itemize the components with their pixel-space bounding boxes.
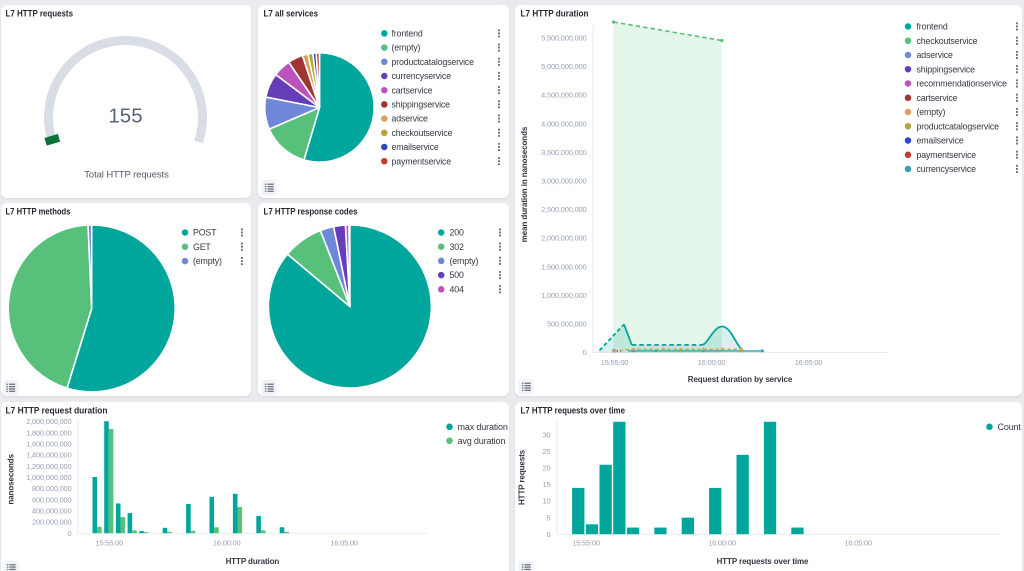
svg-text:Count: Count [997,421,1021,431]
svg-text:paymentservice: paymentservice [916,150,976,160]
svg-text:currencyservice: currencyservice [391,71,451,81]
svg-text:30: 30 [542,430,550,439]
svg-text:200,000,000: 200,000,000 [32,517,72,526]
svg-text:Request duration by service: Request duration by service [687,375,792,384]
svg-text:recommendationservice: recommendationservice [916,79,1006,89]
svg-text:HTTP duration: HTTP duration [226,557,280,566]
svg-text:200: 200 [449,227,463,237]
svg-text:POST: POST [193,227,217,237]
svg-text:600,000,000: 600,000,000 [32,495,72,504]
svg-text:2,500,000,000: 2,500,000,000 [541,205,586,214]
svg-text:16:00:00: 16:00:00 [697,358,725,367]
svg-text:155: 155 [108,105,142,128]
svg-text:nanoseconds: nanoseconds [6,453,15,504]
svg-text:adservice: adservice [916,50,953,60]
svg-text:1,500,000,000: 1,500,000,000 [541,262,586,271]
svg-text:(empty): (empty) [916,107,945,117]
svg-text:cartservice: cartservice [916,93,957,103]
svg-text:16:05:00: 16:05:00 [844,538,872,547]
svg-text:1,600,000,000: 1,600,000,000 [26,439,71,448]
svg-text:16:05:00: 16:05:00 [330,538,358,547]
svg-text:2,000,000,000: 2,000,000,000 [541,234,586,243]
svg-text:GET: GET [193,241,211,251]
svg-text:productcatalogservice: productcatalogservice [391,57,474,67]
svg-text:emailservice: emailservice [916,136,963,146]
svg-text:1,000,000,000: 1,000,000,000 [541,291,586,300]
svg-text:productcatalogservice: productcatalogservice [916,121,999,131]
svg-text:1,800,000,000: 1,800,000,000 [26,428,71,437]
svg-text:16:05:00: 16:05:00 [794,358,822,367]
svg-text:checkoutservice: checkoutservice [916,36,977,46]
svg-text:L7 HTTP methods: L7 HTTP methods [6,206,71,217]
svg-text:shippingservice: shippingservice [391,100,450,110]
svg-text:5,500,000,000: 5,500,000,000 [541,34,586,43]
svg-text:2,000,000,000: 2,000,000,000 [26,417,71,426]
svg-text:shippingservice: shippingservice [916,64,975,74]
svg-text:0: 0 [582,348,586,357]
svg-text:800,000,000: 800,000,000 [32,484,72,493]
svg-text:400,000,000: 400,000,000 [32,506,72,515]
svg-text:Total HTTP requests: Total HTTP requests [84,170,169,181]
svg-text:L7 HTTP response codes: L7 HTTP response codes [263,206,357,217]
svg-text:10: 10 [542,496,550,505]
svg-text:emailservice: emailservice [391,142,438,152]
svg-text:L7 HTTP request duration: L7 HTTP request duration [6,405,108,416]
svg-text:0: 0 [68,528,72,537]
svg-text:5: 5 [546,513,550,522]
svg-text:avg duration: avg duration [458,435,506,445]
svg-text:(empty): (empty) [449,256,478,266]
svg-text:mean duration in nanoseconds: mean duration in nanoseconds [520,126,529,242]
svg-text:15: 15 [542,480,550,489]
svg-text:15:55:00: 15:55:00 [572,538,600,547]
svg-text:0: 0 [546,529,550,538]
svg-text:HTTP requests over time: HTTP requests over time [716,557,808,566]
svg-text:4,000,000,000: 4,000,000,000 [541,119,586,128]
svg-text:L7 HTTP requests: L7 HTTP requests [6,8,74,19]
svg-text:15:55:00: 15:55:00 [600,358,628,367]
svg-text:15:55:00: 15:55:00 [95,538,123,547]
svg-text:currencyservice: currencyservice [916,164,976,174]
svg-text:L7 HTTP duration: L7 HTTP duration [520,8,588,19]
svg-text:L7 HTTP requests over time: L7 HTTP requests over time [520,405,625,416]
svg-text:500: 500 [449,270,463,280]
svg-text:5,000,000,000: 5,000,000,000 [541,62,586,71]
svg-text:paymentservice: paymentservice [391,156,451,166]
svg-text:(empty): (empty) [391,43,420,53]
svg-text:cartservice: cartservice [391,85,432,95]
svg-text:302: 302 [449,241,463,251]
svg-text:4,500,000,000: 4,500,000,000 [541,91,586,100]
svg-text:1,000,000,000: 1,000,000,000 [26,472,71,481]
svg-text:25: 25 [542,447,550,456]
svg-text:3,000,000,000: 3,000,000,000 [541,177,586,186]
svg-text:1,200,000,000: 1,200,000,000 [26,461,71,470]
svg-text:frontend: frontend [391,29,422,39]
svg-text:checkoutservice: checkoutservice [391,128,452,138]
svg-text:1,400,000,000: 1,400,000,000 [26,450,71,459]
svg-text:frontend: frontend [916,22,947,32]
svg-text:16:00:00: 16:00:00 [213,538,241,547]
svg-text:500,000,000: 500,000,000 [546,320,586,329]
svg-text:16:00:00: 16:00:00 [708,538,736,547]
svg-text:3,500,000,000: 3,500,000,000 [541,148,586,157]
svg-text:L7 all services: L7 all services [263,8,318,19]
svg-text:404: 404 [449,284,463,294]
svg-text:20: 20 [542,463,550,472]
svg-text:max duration: max duration [458,421,508,431]
svg-text:(empty): (empty) [193,256,222,266]
svg-text:adservice: adservice [391,114,428,124]
svg-text:HTTP requests: HTTP requests [517,449,526,505]
